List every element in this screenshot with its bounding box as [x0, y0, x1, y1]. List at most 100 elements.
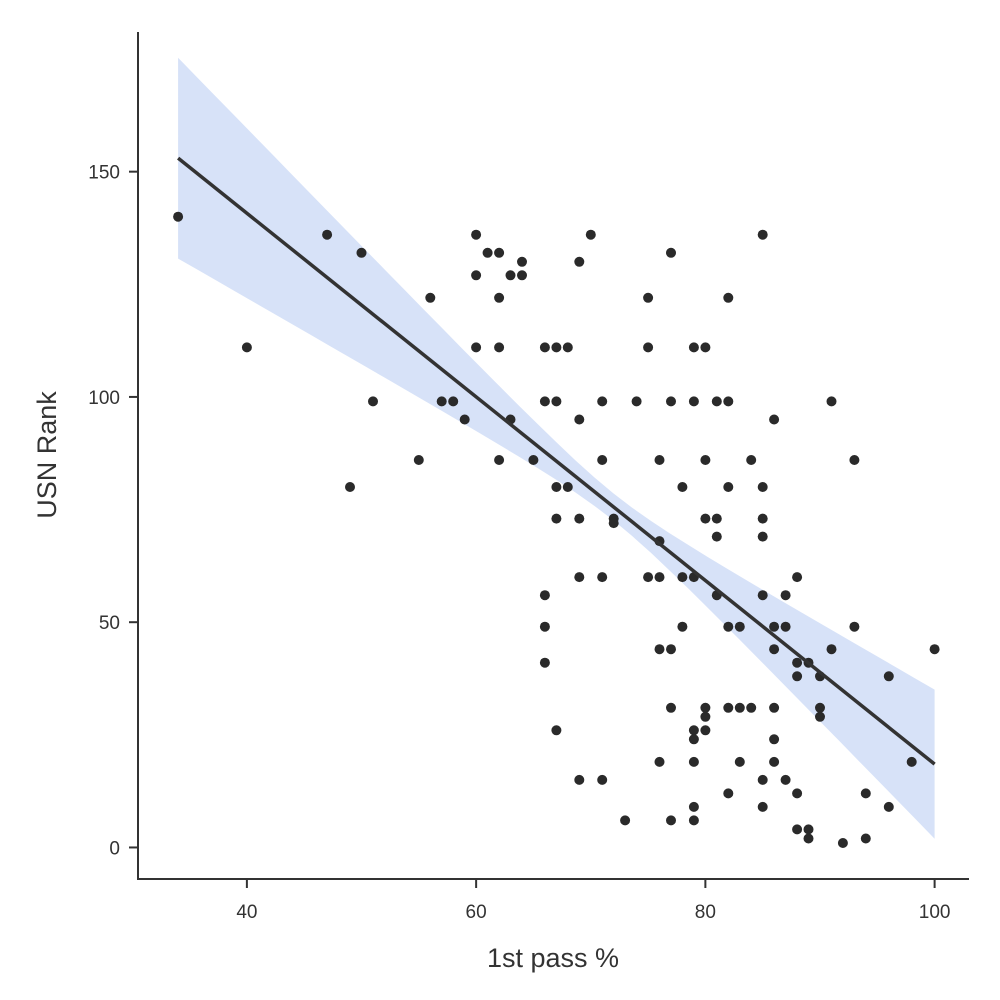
- data-point: [356, 247, 367, 258]
- data-point: [539, 342, 550, 353]
- data-point: [757, 531, 768, 542]
- data-point: [585, 229, 596, 240]
- data-point: [700, 455, 711, 465]
- data-point: [757, 774, 768, 785]
- data-point: [241, 342, 252, 353]
- y-axis-title: USN Rank: [32, 391, 62, 519]
- data-point: [757, 590, 768, 601]
- data-point: [562, 482, 573, 492]
- data-point: [494, 247, 505, 258]
- data-point: [574, 414, 585, 425]
- data-point: [723, 482, 734, 492]
- data-point: [574, 774, 585, 785]
- data-point: [551, 342, 562, 353]
- data-point: [700, 702, 711, 713]
- data-point: [413, 455, 424, 465]
- data-point: [539, 657, 550, 668]
- data-point: [711, 531, 722, 542]
- data-point: [597, 455, 608, 465]
- data-point: [723, 621, 734, 632]
- data-point: [769, 621, 780, 632]
- data-point: [471, 229, 482, 240]
- data-point: [688, 342, 699, 353]
- data-point: [849, 455, 860, 465]
- data-point: [826, 644, 837, 655]
- data-point: [860, 833, 871, 844]
- x-tick-label: 40: [236, 902, 257, 923]
- data-point: [769, 644, 780, 655]
- data-point: [539, 590, 550, 601]
- data-point: [471, 342, 482, 353]
- ticks-layer: 40 60 80 100 0 50 100 150: [88, 163, 950, 923]
- data-point: [517, 256, 527, 267]
- data-point: [574, 256, 585, 267]
- data-point: [780, 774, 791, 785]
- data-point: [666, 396, 676, 407]
- data-point: [700, 725, 711, 736]
- data-point: [643, 342, 654, 353]
- data-point: [792, 824, 803, 835]
- data-point: [815, 702, 825, 713]
- data-point: [551, 482, 562, 492]
- data-point: [482, 247, 493, 258]
- data-point: [436, 396, 447, 407]
- data-point: [883, 801, 894, 812]
- y-tick-label: 150: [88, 163, 120, 184]
- data-point: [711, 513, 722, 524]
- data-point: [539, 621, 550, 632]
- data-point: [425, 292, 436, 303]
- x-tick-label: 60: [466, 902, 487, 923]
- data-point: [688, 756, 699, 767]
- data-point: [608, 518, 619, 529]
- data-point: [677, 482, 688, 492]
- data-point: [528, 455, 539, 465]
- data-point: [654, 455, 665, 465]
- data-point: [494, 455, 505, 465]
- y-tick-label: 100: [88, 388, 120, 409]
- data-point: [746, 455, 757, 465]
- data-point: [551, 513, 562, 524]
- y-tick-label: 0: [109, 838, 120, 859]
- data-point: [654, 644, 665, 655]
- data-point: [746, 702, 757, 713]
- data-point: [757, 229, 768, 240]
- data-point: [654, 572, 665, 583]
- data-point: [792, 671, 803, 682]
- data-point: [471, 270, 482, 281]
- data-point: [734, 756, 745, 767]
- data-point: [780, 621, 791, 632]
- confidence-band: [178, 57, 935, 839]
- data-point: [792, 788, 803, 799]
- data-point: [700, 342, 711, 353]
- data-point: [643, 292, 654, 303]
- data-point: [757, 482, 768, 492]
- data-point: [688, 734, 699, 745]
- data-point: [551, 725, 562, 736]
- data-point: [723, 396, 734, 407]
- data-point: [769, 702, 780, 713]
- data-point: [860, 788, 871, 799]
- data-point: [711, 396, 722, 407]
- data-point: [688, 815, 699, 826]
- data-point: [517, 270, 527, 281]
- data-point: [368, 396, 378, 407]
- y-tick-label: 50: [99, 613, 120, 634]
- data-point: [173, 211, 184, 222]
- regression-line: [177, 156, 936, 766]
- fit-line-layer: [177, 156, 936, 766]
- data-point: [780, 590, 791, 601]
- data-point: [666, 702, 676, 713]
- data-point: [688, 725, 699, 736]
- data-point: [757, 801, 768, 812]
- data-point: [666, 815, 676, 826]
- confidence-band-layer: [178, 57, 935, 839]
- data-point: [769, 414, 780, 425]
- data-point: [597, 396, 608, 407]
- data-point: [803, 824, 814, 835]
- data-point: [883, 671, 894, 682]
- data-point: [494, 342, 505, 353]
- data-point: [929, 644, 940, 655]
- data-point: [459, 414, 470, 425]
- data-point: [723, 788, 734, 799]
